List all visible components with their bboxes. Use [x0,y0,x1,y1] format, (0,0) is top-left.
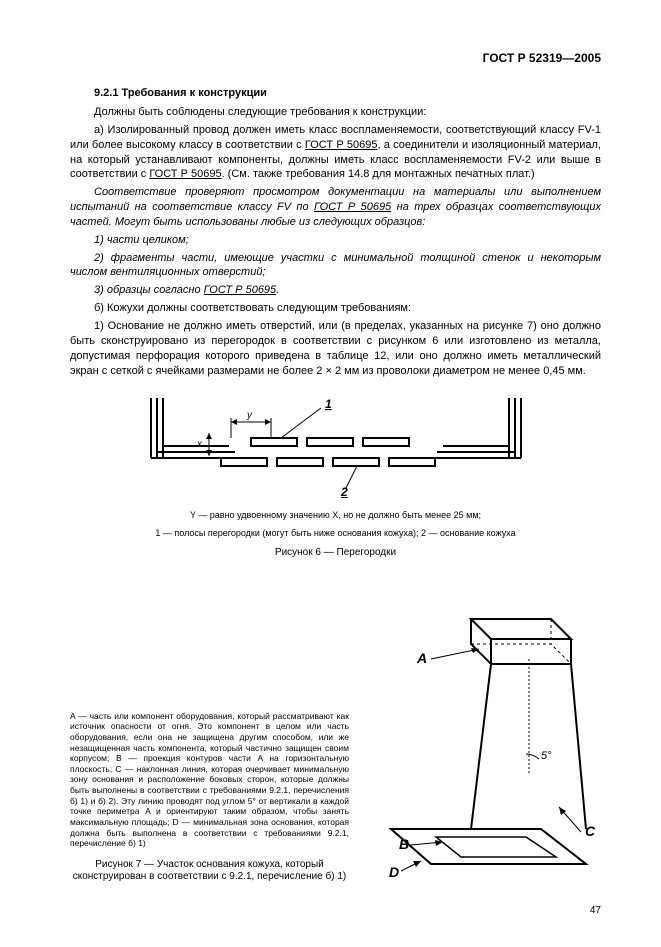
para-b1: 1) Основание не должно иметь отверстий, … [70,319,601,378]
doc-header: ГОСТ Р 52319—2005 [70,50,601,66]
label-1: 1 [325,397,332,411]
label-B: B [399,836,409,852]
label-D: D [389,864,399,879]
ref-link: ГОСТ Р 50695 [204,284,277,296]
text: Рисунок 7 — Участок основания кожуха, ко… [95,859,324,870]
ref-link: ГОСТ Р 50695 [305,139,378,151]
fig7-title: Рисунок 7 — Участок основания кожуха, ко… [70,859,349,884]
list-item-1: 1) части целиком; [70,233,601,248]
fig7-legend: A — часть или компонент оборудования, ко… [70,711,349,849]
fig6-caption-a: Y — равно удвоенному значению X, но не д… [126,509,546,521]
label-2: 2 [340,485,348,498]
para-a: а) Изолированный провод должен иметь кла… [70,123,601,182]
label-y: y [246,410,253,421]
list-item-3: 3) образцы согласно ГОСТ Р 50695. [70,283,601,298]
ref-link: ГОСТ Р 50695 [149,168,221,180]
text: сконструирован в соответствии с 9.2.1, п… [73,871,347,882]
figure-7: A B C D 5° [361,599,601,884]
fig6-caption-b: 1 — полосы перегородки (могут быть ниже … [126,527,546,539]
intro: Должны быть соблюдены следующие требован… [70,105,601,120]
label-A: A [416,650,427,666]
text: 3) образцы согласно [94,284,204,296]
figure-6: 1 2 x y [70,388,601,503]
text: . [276,284,279,296]
label-x: x [196,439,203,450]
figure-7-block: A — часть или компонент оборудования, ко… [70,599,601,884]
page-number: 47 [70,904,601,918]
para-b: б) Кожухи должны соответствовать следующ… [70,301,601,316]
label-5deg: 5° [541,750,552,762]
ref-link: ГОСТ Р 50695 [314,201,391,213]
label-C: C [585,823,596,839]
fig6-title: Рисунок 6 — Перегородки [70,546,601,560]
list-item-2: 2) фрагменты части, имеющие участки с ми… [70,251,601,281]
section-title: 9.2.1 Требования к конструкции [94,86,601,101]
text: . (См. также требования 14.8 для монтажн… [222,168,535,180]
italic-para: Соответствие проверяют просмотром докуме… [70,185,601,230]
